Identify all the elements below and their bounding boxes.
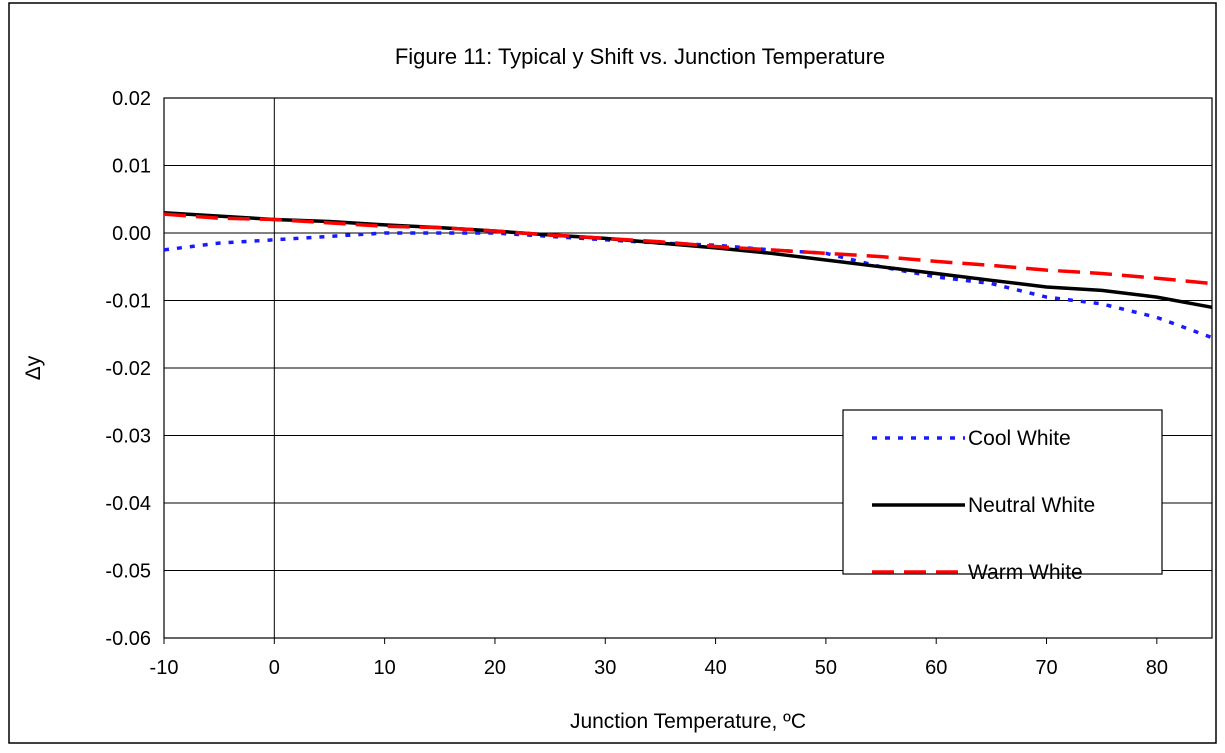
y-tick-label: 0.01 (112, 156, 151, 178)
y-tick-label: -0.02 (105, 358, 151, 380)
x-tick-label: 50 (815, 657, 837, 679)
x-tick-label: 70 (1035, 657, 1057, 679)
y-tick-label: -0.04 (105, 493, 151, 515)
x-tick-label: -10 (150, 657, 179, 679)
x-tick-label: 30 (594, 657, 616, 679)
chart-title: Figure 11: Typical y Shift vs. Junction … (395, 44, 885, 69)
x-tick-label: 20 (484, 657, 506, 679)
y-tick-label: -0.05 (105, 561, 151, 583)
legend-label-neutral-white: Neutral White (968, 494, 1095, 517)
chart-legend: Cool White Neutral White Warm White (842, 409, 1163, 584)
x-tick-label: 0 (269, 657, 280, 679)
y-axis-label: Δy (22, 355, 45, 380)
y-tick-label: -0.03 (105, 426, 151, 448)
x-axis-label: Junction Temperature, ºC (570, 710, 806, 733)
legend-label-warm-white: Warm White (968, 561, 1083, 584)
y-tick-labels: 0.02 0.01 0.00 -0.01 -0.02 -0.03 -0.04 -0.05 -0.… (105, 88, 151, 650)
x-tick-label: 10 (374, 657, 396, 679)
x-tick-label: 40 (704, 657, 726, 679)
legend-box (842, 409, 1163, 575)
y-tick-label: 0.00 (112, 223, 151, 245)
y-tick-label: -0.01 (105, 291, 151, 313)
legend-label-cool-white: Cool White (968, 427, 1071, 450)
x-tick-label: 80 (1146, 657, 1168, 679)
series-layer (163, 211, 1213, 340)
x-tick-labels: -10 0 10 20 30 40 50 60 70 80 (150, 638, 1168, 679)
y-tick-label: 0.02 (112, 88, 151, 110)
x-tick-label: 60 (925, 657, 947, 679)
y-tick-label: -0.06 (105, 628, 151, 650)
legend-items: Cool White Neutral White Warm White (872, 427, 1095, 584)
series-line-warm-white (163, 212, 1213, 286)
